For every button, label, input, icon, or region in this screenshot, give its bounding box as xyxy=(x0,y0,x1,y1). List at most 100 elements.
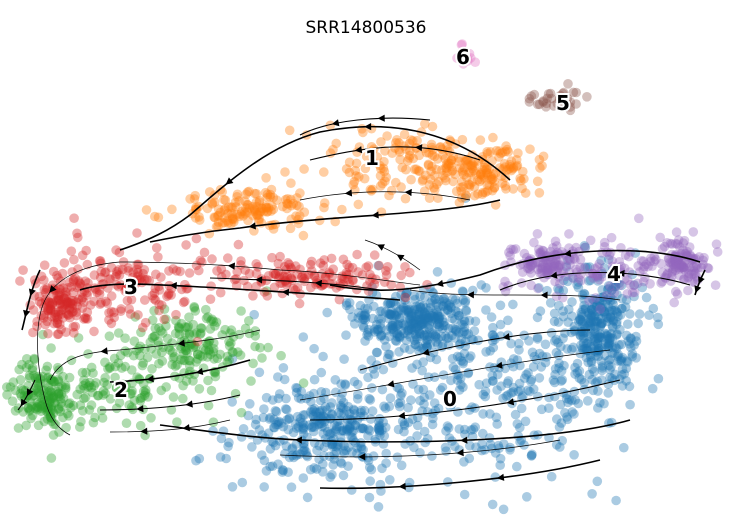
cell-point xyxy=(379,156,389,167)
cell-point xyxy=(256,203,267,213)
cell-point xyxy=(374,417,384,427)
cell-point xyxy=(594,259,605,269)
cell-point xyxy=(596,255,606,266)
cell-point xyxy=(404,304,414,315)
cell-point xyxy=(586,311,597,321)
cell-point xyxy=(437,314,448,325)
cell-point xyxy=(376,164,386,174)
cell-point xyxy=(53,389,64,400)
cell-point xyxy=(153,212,164,223)
cell-point xyxy=(173,322,184,332)
cell-point xyxy=(234,211,245,222)
cell-point xyxy=(309,463,320,473)
cell-point xyxy=(406,135,416,145)
cell-point xyxy=(199,247,210,258)
cell-point xyxy=(227,397,237,407)
cell-point xyxy=(496,381,506,392)
cell-point xyxy=(625,247,636,257)
cell-point xyxy=(275,251,285,262)
cell-point xyxy=(282,271,293,282)
cell-point xyxy=(90,412,100,423)
cell-point xyxy=(292,200,302,211)
cell-point xyxy=(482,179,493,190)
cell-point xyxy=(184,328,195,339)
cell-point xyxy=(512,160,523,171)
cell-point xyxy=(365,425,375,436)
cell-point xyxy=(363,431,373,441)
cell-point xyxy=(613,356,623,366)
cell-point xyxy=(458,165,468,175)
cell-point xyxy=(36,298,47,309)
cell-point xyxy=(348,404,359,415)
cell-point xyxy=(585,352,596,362)
cell-point xyxy=(386,185,397,196)
cell-point xyxy=(595,304,605,315)
cell-point xyxy=(569,386,580,397)
cell-point xyxy=(526,280,536,291)
cell-point xyxy=(50,419,61,429)
cell-point xyxy=(432,307,443,318)
cell-point xyxy=(222,357,233,368)
cell-point xyxy=(407,414,418,425)
cell-point xyxy=(82,287,92,298)
cell-point xyxy=(53,374,63,385)
cell-point xyxy=(581,352,592,363)
cell-point xyxy=(262,192,273,203)
cell-point xyxy=(15,375,26,385)
cell-point xyxy=(625,399,635,410)
cell-point xyxy=(178,393,188,404)
cell-point xyxy=(428,314,438,324)
cell-point xyxy=(400,292,410,302)
cell-point xyxy=(455,182,466,193)
cell-point xyxy=(344,269,354,280)
cell-point xyxy=(391,311,401,321)
cell-point xyxy=(546,328,557,338)
cell-point xyxy=(459,163,470,173)
cell-point xyxy=(410,314,421,324)
cell-point xyxy=(441,446,451,457)
cell-point xyxy=(359,405,370,416)
cell-point xyxy=(455,352,465,362)
cell-point xyxy=(392,332,403,342)
cell-point xyxy=(69,213,79,223)
cell-point xyxy=(247,201,258,212)
cell-point xyxy=(281,404,292,415)
cell-point xyxy=(298,332,309,342)
cell-point xyxy=(43,382,54,393)
cell-point xyxy=(240,323,251,334)
cell-point xyxy=(480,391,491,402)
cell-point xyxy=(463,159,473,169)
cell-point xyxy=(417,306,428,317)
cell-point xyxy=(554,358,564,369)
cell-point xyxy=(224,355,234,366)
cell-point xyxy=(274,271,285,281)
cell-point xyxy=(441,426,451,436)
cell-point xyxy=(433,301,444,312)
cell-point xyxy=(593,386,603,396)
cell-point xyxy=(44,392,54,402)
cell-point xyxy=(299,273,309,284)
cell-point xyxy=(171,309,181,320)
cell-point xyxy=(364,393,375,404)
cell-point xyxy=(13,423,24,433)
cell-point xyxy=(234,196,244,206)
cell-point xyxy=(455,373,466,384)
cell-point xyxy=(448,362,459,373)
cell-point xyxy=(96,258,106,269)
cell-point xyxy=(609,375,620,386)
cell-point xyxy=(366,355,377,366)
cell-point xyxy=(363,261,374,271)
cell-point xyxy=(246,376,256,386)
cell-point xyxy=(261,466,272,476)
cell-point xyxy=(427,451,437,461)
cell-point xyxy=(603,302,614,312)
cell-point xyxy=(181,240,191,250)
cell-point xyxy=(222,216,233,226)
cell-point xyxy=(548,375,559,386)
cell-point xyxy=(416,319,427,330)
cell-point xyxy=(388,318,398,329)
cell-point xyxy=(416,319,426,330)
cell-point xyxy=(319,417,330,427)
cell-point xyxy=(295,289,306,299)
cell-point xyxy=(415,395,425,406)
